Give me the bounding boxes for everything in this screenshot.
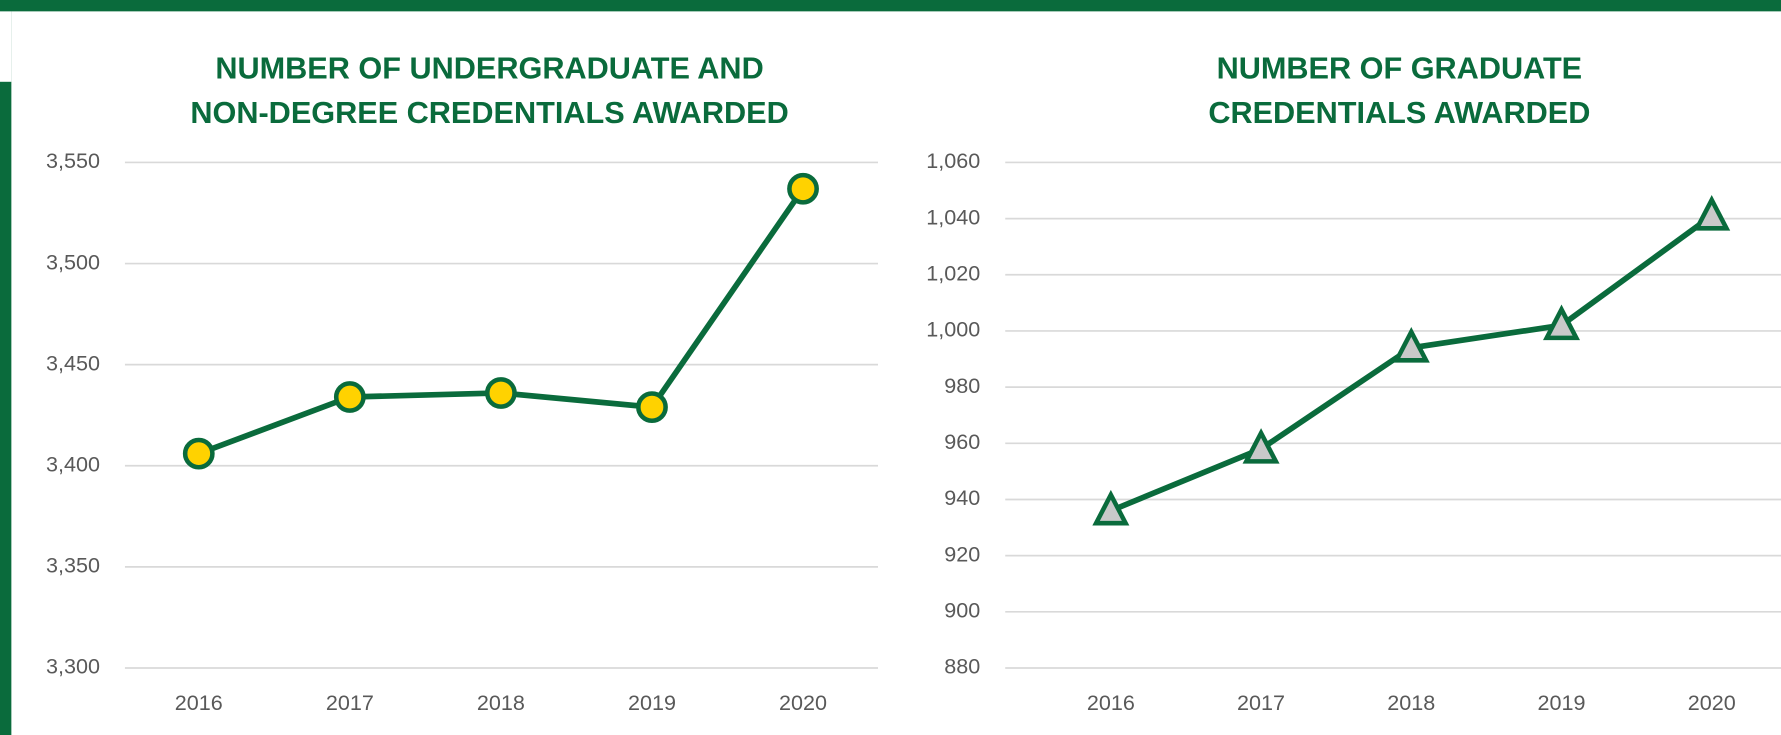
y-tick-label: 3,400	[46, 451, 100, 476]
point	[636, 391, 668, 424]
top-band	[0, 0, 1781, 12]
y-tick-label: 1,040	[926, 204, 980, 229]
x-tick-label: 2018	[477, 690, 525, 715]
line-chart: NUMBER OF UNDERGRADUATE AND NON-DEGREE CR…	[46, 52, 879, 715]
y-tick-label: 3,300	[46, 654, 100, 679]
line-chart: NUMBER OF GRADUATE CREDENTIALS AWARDED 880…	[926, 52, 1781, 715]
point	[333, 381, 366, 413]
y-tick-label: 920	[944, 541, 980, 566]
y-tick-label: 960	[944, 429, 980, 454]
x-tick-label: 2016	[1087, 690, 1135, 715]
y-tick-label: 980	[944, 373, 980, 398]
chart-title: NUMBER OF GRADUATE	[1217, 52, 1583, 86]
point	[182, 437, 215, 470]
x-tick-label: 2017	[326, 690, 374, 715]
y-tick-label: 3,500	[46, 249, 100, 274]
x-tick-label: 2019	[628, 690, 676, 715]
data-line	[197, 187, 806, 457]
data-line	[1109, 213, 1714, 514]
x-tick-label: 2019	[1537, 690, 1585, 715]
y-tick-label: 3,550	[46, 148, 100, 173]
x-tick-label: 2017	[1237, 690, 1285, 715]
point	[1092, 489, 1130, 526]
x-tick-label: 2018	[1387, 690, 1435, 715]
y-tick-label: 1,020	[926, 260, 980, 285]
y-tick-label: 1,000	[926, 317, 980, 342]
chart-title: NON-DEGREE CREDENTIALS AWARDED	[190, 96, 788, 130]
left-band	[0, 0, 12, 735]
x-tick-label: 2020	[779, 690, 827, 715]
chart-title: CREDENTIALS AWARDED	[1208, 96, 1590, 130]
y-tick-label: 1,060	[926, 148, 980, 173]
y-tick-label: 940	[944, 485, 980, 510]
x-tick-label: 2016	[175, 690, 223, 715]
corner-panel	[0, 11, 12, 82]
y-tick-label: 900	[944, 598, 980, 623]
y-tick-label: 3,350	[46, 553, 100, 578]
point	[1392, 326, 1430, 363]
point	[787, 172, 819, 205]
chart-title: NUMBER OF UNDERGRADUATE AND	[215, 52, 763, 86]
point	[1242, 428, 1280, 464]
x-tick-label: 2020	[1688, 690, 1736, 715]
point	[485, 377, 517, 409]
point	[1542, 304, 1581, 341]
y-tick-label: 880	[944, 654, 980, 679]
point	[1693, 194, 1731, 231]
y-tick-label: 3,450	[46, 350, 100, 375]
